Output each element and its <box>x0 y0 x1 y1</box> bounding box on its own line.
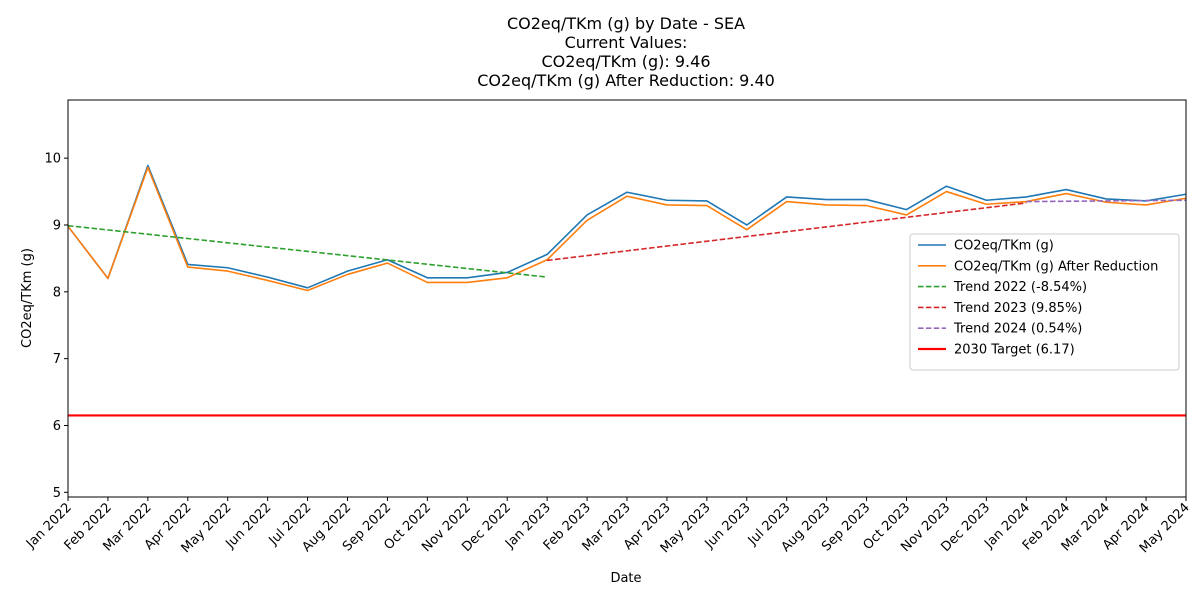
title-line: CO2eq/TKm (g) by Date - SEA <box>507 14 745 33</box>
legend-box <box>909 233 1180 371</box>
title-line: Current Values: <box>565 33 688 52</box>
legend-label: 2030 Target (6.17) <box>954 343 1075 358</box>
title-line: CO2eq/TKm (g): 9.46 <box>541 52 710 71</box>
series-line-1 <box>67 166 1187 292</box>
legend-label: Trend 2022 (-8.54%) <box>953 280 1087 295</box>
y-axis-label: CO2eq/TKm (g) <box>20 248 35 348</box>
y-tick-label: 9 <box>53 218 61 233</box>
y-tick-label: 8 <box>53 285 61 300</box>
y-tick-label: 10 <box>44 152 61 167</box>
legend-label: Trend 2024 (0.54%) <box>953 322 1082 337</box>
legend-label: CO2eq/TKm (g) After Reduction <box>954 259 1158 274</box>
series-line-4 <box>1026 199 1187 203</box>
y-tick-label: 6 <box>53 419 61 434</box>
legend-label: Trend 2023 (9.85%) <box>953 301 1082 316</box>
x-axis-label: Date <box>610 571 641 586</box>
legend-label: CO2eq/TKm (g) <box>954 239 1054 254</box>
y-tick-label: 5 <box>53 486 61 501</box>
series-line-2 <box>67 224 548 278</box>
title-line: CO2eq/TKm (g) After Reduction: 9.40 <box>477 71 775 90</box>
series-line-3 <box>547 202 1027 262</box>
legend: CO2eq/TKm (g) CO2eq/TKm (g) After Reducti… <box>909 233 1180 371</box>
series-line-0 <box>67 164 1187 289</box>
y-tick-label: 7 <box>53 352 61 367</box>
y-axis: 5 6 7 8 9 10 <box>44 152 68 501</box>
